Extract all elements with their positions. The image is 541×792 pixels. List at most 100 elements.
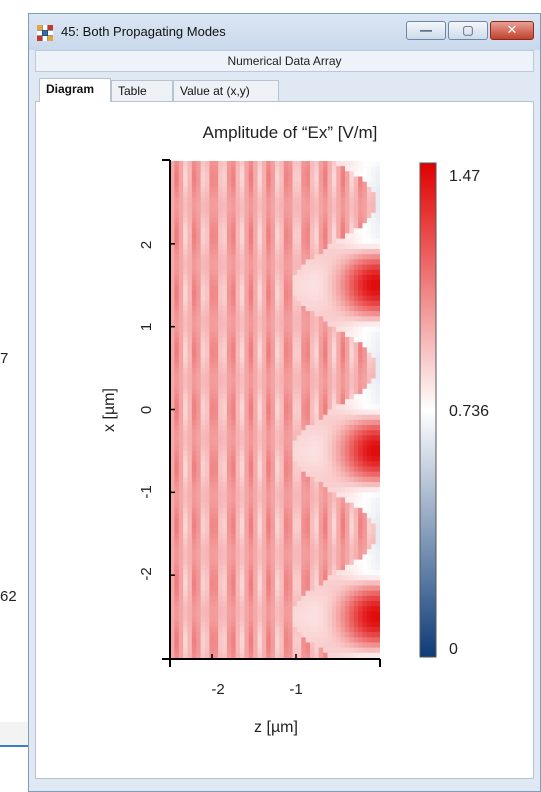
heatmap-cell [345, 243, 350, 250]
heatmap-cell [375, 181, 380, 188]
heatmap-cell [279, 212, 285, 219]
heatmap-cell [196, 243, 202, 250]
heatmap-cell [305, 601, 311, 607]
heatmap-cell [301, 212, 307, 219]
heatmap-cell [209, 430, 215, 436]
heatmap-cell [283, 393, 289, 400]
heatmap-cell [331, 388, 337, 395]
heatmap-cell [305, 217, 311, 224]
heatmap-cell [292, 254, 298, 260]
heatmap-cell [366, 347, 372, 354]
heatmap-cell [349, 259, 355, 266]
heatmap-cell [340, 274, 346, 281]
heatmap-cell [275, 621, 280, 628]
heatmap-cell [288, 347, 294, 354]
heatmap-cell [362, 538, 368, 545]
title-bar[interactable]: 45: Both Propagating Modes — ▢ ✕ [29, 14, 540, 50]
heatmap-cell [323, 378, 329, 385]
heatmap-cell [261, 580, 267, 587]
heatmap-cell [226, 238, 232, 245]
heatmap-cell [200, 347, 206, 354]
heatmap-cell [222, 378, 228, 385]
heatmap-cell [213, 445, 219, 452]
heatmap-cell [178, 626, 184, 633]
heatmap-cell [353, 207, 359, 214]
heatmap-cell [301, 487, 307, 493]
heatmap-cell [222, 192, 228, 198]
heatmap-cell [178, 238, 184, 245]
maximize-button[interactable]: ▢ [448, 21, 488, 40]
heatmap-cell [340, 311, 346, 317]
heatmap-cell [261, 502, 267, 509]
heatmap-cell [266, 181, 272, 188]
heatmap-cell [275, 217, 280, 224]
heatmap-cell [178, 171, 184, 178]
heatmap-cell [314, 238, 320, 245]
heatmap-cell [174, 285, 180, 292]
heatmap-cell [305, 476, 311, 483]
heatmap-cell [244, 502, 250, 509]
heatmap-cell [178, 181, 184, 188]
heatmap-cell [340, 181, 346, 188]
close-button[interactable]: ✕ [490, 21, 534, 40]
heatmap-cell [305, 212, 311, 219]
heatmap-cell [301, 461, 307, 468]
heatmap-cell [366, 223, 372, 229]
heatmap-cell [349, 564, 355, 571]
heatmap-cell [266, 254, 272, 260]
heatmap-cell [183, 523, 189, 530]
heatmap-cell [183, 249, 189, 255]
heatmap-cell [235, 419, 241, 426]
heatmap-cell [196, 616, 202, 623]
heatmap-cell [183, 161, 189, 167]
heatmap-cell [261, 326, 267, 333]
heatmap-cell [178, 450, 184, 457]
tab-table[interactable]: Table [111, 80, 173, 101]
heatmap-cell [209, 528, 215, 535]
heatmap-cell [191, 223, 197, 229]
heatmap-cell [213, 580, 219, 587]
heatmap-cell [235, 311, 241, 317]
heatmap-cell [266, 507, 272, 514]
heatmap-cell [310, 352, 315, 359]
heatmap-chart[interactable]: Amplitude of “Ex” [V/m] -2 -1 z [µm] 2 1… [36, 102, 535, 780]
heatmap-cell [296, 337, 302, 343]
heatmap-cell [288, 569, 294, 576]
heatmap-cell [205, 280, 210, 286]
heatmap-cell [305, 528, 311, 535]
heatmap-cell [187, 259, 193, 266]
heatmap-cell [174, 580, 180, 587]
heatmap-cell [275, 518, 280, 524]
heatmap-cell [261, 316, 267, 323]
heatmap-cell [174, 606, 180, 613]
heatmap-cell [209, 456, 215, 462]
heatmap-cell [336, 518, 342, 524]
tab-value-at-xy[interactable]: Value at (x,y) [173, 80, 279, 101]
heatmap-cell [318, 274, 324, 281]
heatmap-cell [196, 481, 202, 488]
heatmap-cell [301, 305, 307, 312]
heatmap-cell [248, 311, 254, 317]
heatmap-cell [231, 316, 237, 323]
heatmap-cell [362, 632, 368, 638]
heatmap-cell [366, 326, 372, 333]
heatmap-cell [301, 481, 307, 488]
heatmap-cell [358, 564, 364, 571]
heatmap-cell [266, 378, 272, 385]
heatmap-cell [292, 549, 298, 556]
heatmap-cell [279, 274, 285, 281]
heatmap-cell [331, 326, 337, 333]
heatmap-cell [310, 347, 315, 354]
heatmap-cell [231, 280, 237, 286]
heatmap-cell [318, 321, 324, 328]
heatmap-cell [327, 632, 333, 638]
tab-diagram[interactable]: Diagram [39, 78, 111, 102]
heatmap-cell [178, 513, 184, 519]
minimize-button[interactable]: — [406, 21, 446, 40]
heatmap-cell [196, 233, 202, 240]
heatmap-cell [292, 575, 298, 581]
heatmap-cell [375, 207, 380, 214]
heatmap-cell [358, 435, 364, 442]
heatmap-cell [261, 616, 267, 623]
heatmap-cell [318, 357, 324, 364]
